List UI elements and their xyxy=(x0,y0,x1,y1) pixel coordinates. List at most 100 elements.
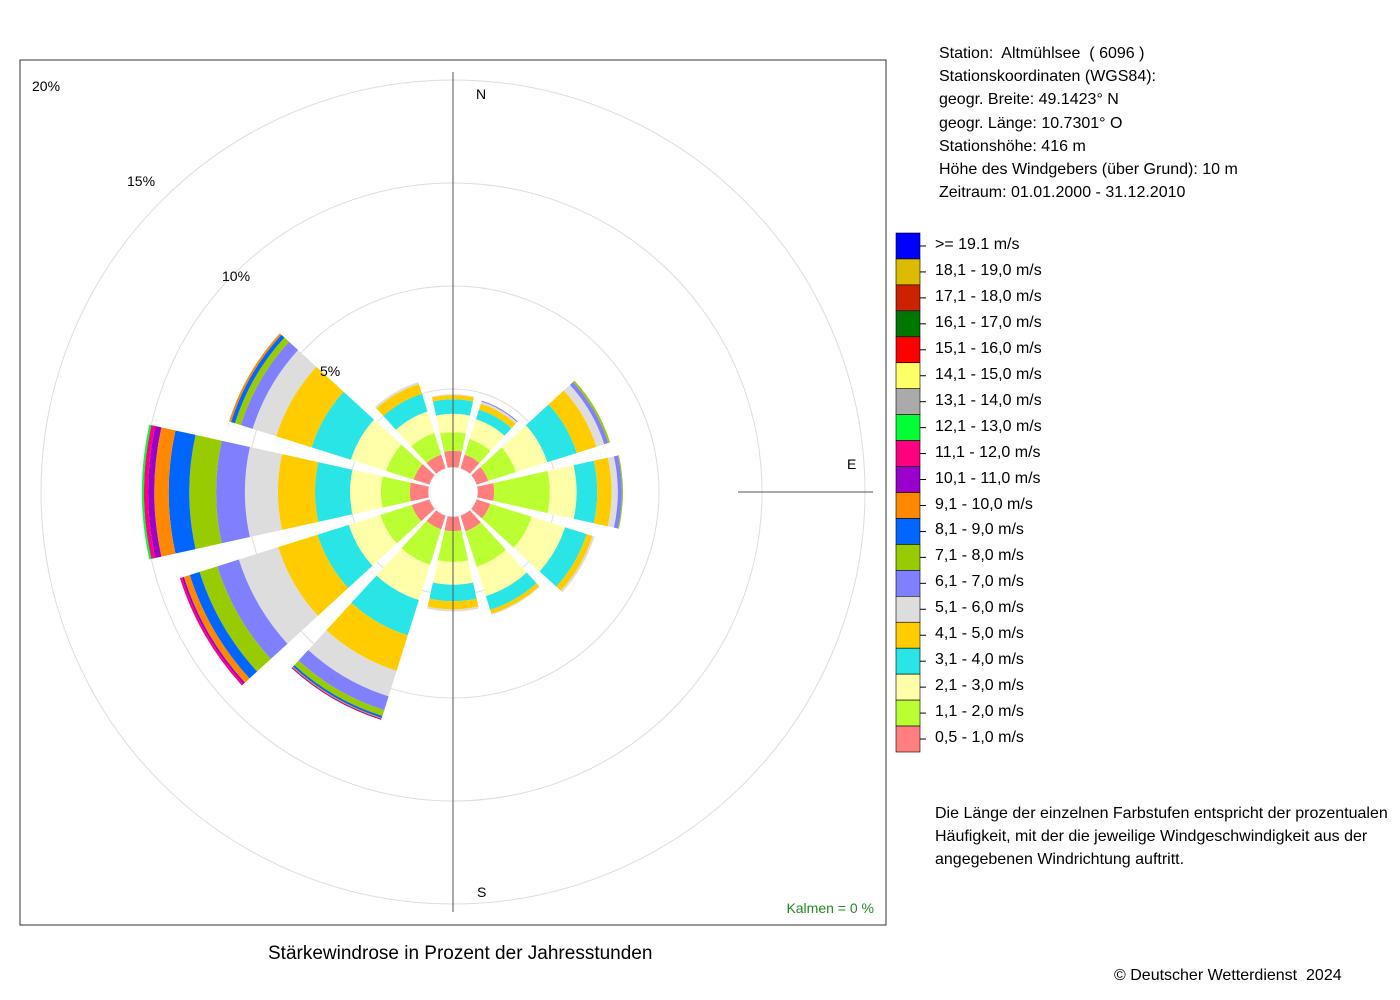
legend-swatch-9 xyxy=(895,518,921,545)
legend-swatch-12 xyxy=(895,440,921,467)
sector-210-band-1 xyxy=(426,510,446,530)
legend-label-9: 8,1 - 9,0 m/s xyxy=(935,521,1024,539)
sector-60-band-5 xyxy=(548,390,597,453)
legend-note-line-1: Die Länge der einzelnen Farbstufen entsp… xyxy=(935,805,1388,822)
sector-60-band-4 xyxy=(525,404,577,463)
sectors xyxy=(141,333,623,720)
sector-60-band-8 xyxy=(572,380,611,444)
legend-label-8: 7,1 - 8,0 m/s xyxy=(935,547,1024,565)
legend-swatch-7 xyxy=(895,570,921,597)
direction-label-n: N xyxy=(476,86,486,102)
legend-label-15: 14,1 - 15,0 m/s xyxy=(935,365,1042,383)
calm-label: Kalmen = 0 % xyxy=(786,900,874,916)
sector-30-band-1 xyxy=(460,454,480,474)
legend-swatch-2 xyxy=(895,699,921,727)
legend-label-6: 5,1 - 6,0 m/s xyxy=(935,599,1024,617)
legend-note-line-3: angegebenen Windrichtung auftritt. xyxy=(935,851,1185,868)
sector-90-band-5 xyxy=(593,457,612,527)
sector-60-band-6 xyxy=(563,384,605,447)
sector-300-band-7 xyxy=(240,341,299,429)
sector-210-band-2 xyxy=(401,520,442,565)
sector-150-band-3 xyxy=(476,549,527,597)
legend-label-1: 0,5 - 1,0 m/s xyxy=(935,729,1024,747)
legend-swatch-3 xyxy=(895,673,921,701)
sector-270-band-3 xyxy=(349,469,383,515)
sector-330-band-1 xyxy=(426,454,446,474)
sector-300-band-2 xyxy=(386,444,423,480)
sector-270-band-5 xyxy=(277,454,319,530)
station-info-line-2: Stationskoordinaten (WGS84): xyxy=(939,68,1156,86)
plot-frame xyxy=(19,59,887,926)
sector-90-band-1 xyxy=(477,483,495,501)
sector-270-band-13 xyxy=(141,424,152,560)
ring-label-3: 15% xyxy=(127,173,155,189)
legend-swatch-1 xyxy=(895,725,921,753)
sector-240-band-10 xyxy=(183,575,250,683)
legend-swatch-14 xyxy=(895,388,921,415)
sector-60-band-7 xyxy=(569,382,609,445)
legend-label-5: 4,1 - 5,0 m/s xyxy=(935,625,1024,643)
sector-240-band-5 xyxy=(278,534,349,616)
direction-label-s: S xyxy=(477,884,486,900)
station-info-line-6: Höhe des Windgebers (über Grund): 10 m xyxy=(939,161,1238,178)
sector-180-band-6 xyxy=(427,606,479,612)
sector-90-band-7 xyxy=(613,455,622,529)
legend-swatch-18 xyxy=(895,284,921,312)
legend-swatch-17 xyxy=(895,310,921,338)
sector-240-band-7 xyxy=(217,559,288,660)
sector-330-band-6 xyxy=(375,381,419,409)
sector-30-band-3 xyxy=(469,419,505,451)
ring-label-4: 20% xyxy=(32,78,60,94)
sector-270-band-6 xyxy=(244,446,283,538)
legend-label-17: 16,1 - 17,0 m/s xyxy=(935,313,1042,331)
legend-label-12: 11,1 - 12,0 m/s xyxy=(935,443,1041,461)
legend-swatch-13 xyxy=(895,414,921,441)
copyright: © Deutscher Wetterdienst 2024 xyxy=(1114,967,1342,984)
station-info-line-7: Zeitraum: 01.01.2000 - 31.12.2010 xyxy=(939,184,1186,202)
sector-210-band-5 xyxy=(326,602,408,671)
sector-30-band-6 xyxy=(480,401,518,424)
legend-swatch-4 xyxy=(895,647,921,675)
sector-270-band-12 xyxy=(143,425,156,559)
sector-120-band-1 xyxy=(471,499,491,519)
ring-labels: 5% 10% 15% 20% xyxy=(32,78,340,379)
sector-300-band-4 xyxy=(311,391,375,460)
sector-240-band-4 xyxy=(317,524,373,589)
legend-swatch-5 xyxy=(895,621,921,649)
station-info-line-5: Stationshöhe: 416 m xyxy=(939,137,1086,155)
sector-240-band-8 xyxy=(199,566,271,672)
sector-150-band-5 xyxy=(490,583,540,614)
legend-label-13: 12,1 - 13,0 m/s xyxy=(935,417,1042,435)
plot-area: 5% 10% 15% 20% N E S xyxy=(32,72,873,912)
sector-240-band-3 xyxy=(348,514,397,566)
sector-120-band-3 xyxy=(513,516,565,572)
sector-270-band-9 xyxy=(168,430,196,554)
sector-30-band-2 xyxy=(464,438,491,464)
sector-300-band-6 xyxy=(252,350,317,437)
direction-label-e: E xyxy=(847,456,856,472)
sector-210-band-4 xyxy=(351,575,419,636)
compass-axes xyxy=(452,72,873,912)
legend-swatch-10 xyxy=(895,492,921,519)
legend-label-14: 13,1 - 14,0 m/s xyxy=(935,391,1042,409)
legend-label-2: 1,1 - 2,0 m/s xyxy=(935,703,1024,721)
sector-90-band-2 xyxy=(493,471,550,513)
sector-270-band-1 xyxy=(409,482,429,502)
sector-300-band-8 xyxy=(234,337,289,426)
sector-240-band-2 xyxy=(380,505,422,544)
sector-270-band-8 xyxy=(189,434,222,550)
sector-0-band-6 xyxy=(431,394,475,398)
legend-label-4: 3,1 - 4,0 m/s xyxy=(935,651,1024,669)
legend-swatch-8 xyxy=(895,544,921,571)
sector-210-band-8 xyxy=(294,660,385,716)
sector-210-band-6 xyxy=(308,630,397,697)
sector-120-band-6 xyxy=(560,535,595,593)
sector-60-band-1 xyxy=(471,466,489,485)
legend xyxy=(895,232,926,753)
sector-270-band-2 xyxy=(380,476,411,508)
legend-label-16: 15,1 - 16,0 m/s xyxy=(935,339,1042,357)
sector-150-band-1 xyxy=(460,510,481,532)
legend-label-18: 17,1 - 18,0 m/s xyxy=(935,287,1042,305)
sector-30-band-5 xyxy=(479,403,516,429)
